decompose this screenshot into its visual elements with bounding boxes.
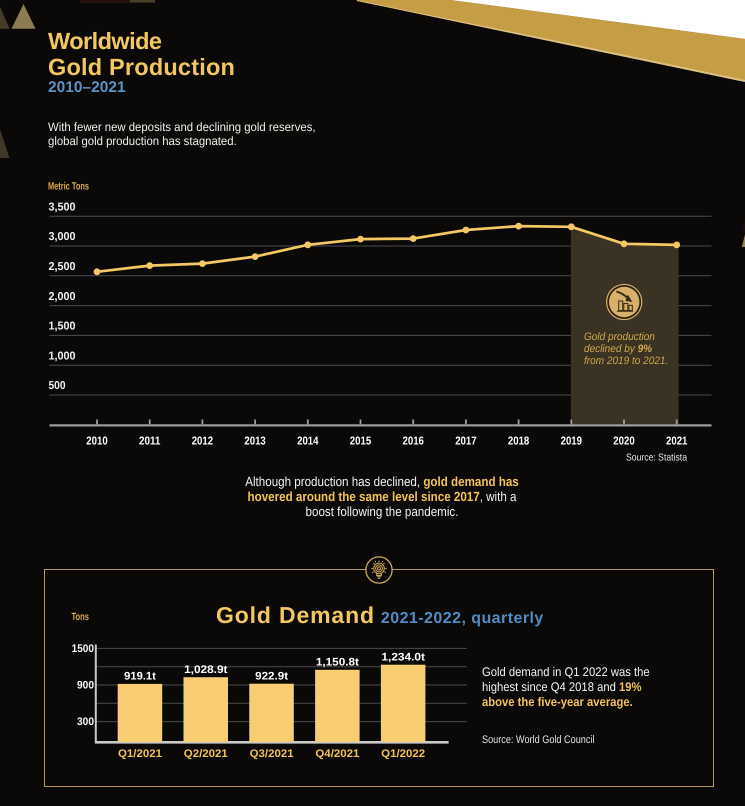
svg-text:Tons: Tons xyxy=(72,611,90,623)
svg-text:2018: 2018 xyxy=(508,436,530,448)
svg-text:2021: 2021 xyxy=(666,436,688,448)
svg-text:2,500: 2,500 xyxy=(49,261,76,273)
svg-text:3,000: 3,000 xyxy=(49,231,76,243)
svg-text:2017: 2017 xyxy=(455,436,476,448)
svg-text:2013: 2013 xyxy=(244,436,265,448)
svg-text:Q2/2021: Q2/2021 xyxy=(184,748,228,760)
svg-text:Metric Tons: Metric Tons xyxy=(48,181,89,193)
svg-text:1,500: 1,500 xyxy=(49,321,76,333)
svg-text:Source: Statista: Source: Statista xyxy=(626,453,687,464)
svg-text:2019: 2019 xyxy=(561,436,582,448)
svg-text:Q3/2021: Q3/2021 xyxy=(250,748,294,760)
svg-text:2015: 2015 xyxy=(350,436,372,448)
svg-text:922.9t: 922.9t xyxy=(255,670,288,682)
svg-text:Q1/2021: Q1/2021 xyxy=(118,748,162,760)
svg-text:900: 900 xyxy=(77,680,94,692)
svg-text:1,000: 1,000 xyxy=(49,350,76,362)
svg-text:2012: 2012 xyxy=(192,436,213,448)
svg-text:2011: 2011 xyxy=(139,436,161,448)
svg-text:1,150.8t: 1,150.8t xyxy=(316,657,359,669)
svg-text:500: 500 xyxy=(49,380,66,392)
svg-text:1,028.9t: 1,028.9t xyxy=(184,664,228,676)
svg-text:2020: 2020 xyxy=(613,436,634,448)
svg-text:300: 300 xyxy=(77,716,94,728)
svg-text:1500: 1500 xyxy=(72,643,94,655)
svg-text:1,234.0t: 1,234.0t xyxy=(381,651,425,663)
svg-text:2010: 2010 xyxy=(86,436,107,448)
svg-text:919.1t: 919.1t xyxy=(124,671,156,683)
svg-text:Q1/2022: Q1/2022 xyxy=(381,748,425,760)
svg-text:2016: 2016 xyxy=(403,436,424,448)
svg-text:2,000: 2,000 xyxy=(49,291,76,303)
svg-text:3,500: 3,500 xyxy=(49,201,76,213)
svg-text:2014: 2014 xyxy=(297,436,319,448)
svg-text:Q4/2021: Q4/2021 xyxy=(315,748,359,760)
